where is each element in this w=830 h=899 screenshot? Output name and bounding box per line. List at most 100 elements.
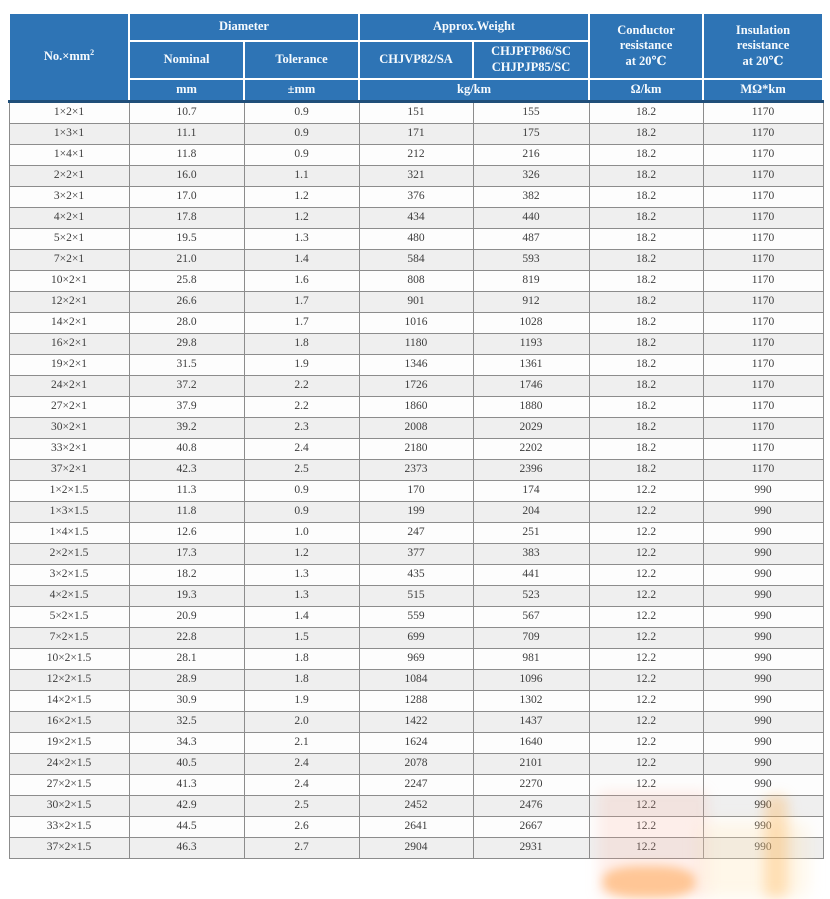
- table-cell: 1288: [358, 690, 474, 712]
- table-cell: 912: [472, 291, 590, 313]
- table-cell: 5×2×1.5: [8, 606, 130, 628]
- table-row: 5×2×1 19.5 1.3 480 487 18.2 1170: [8, 228, 824, 250]
- table-cell: 1170: [702, 249, 824, 271]
- table-cell: 12.2: [588, 480, 704, 502]
- table-cell: 40.5: [128, 753, 245, 775]
- table-cell: 18.2: [588, 270, 704, 292]
- cable-spec-table: No.×mm2 Diameter Approx.Weight Conductor…: [8, 12, 825, 859]
- table-cell: 12.2: [588, 816, 704, 838]
- table-cell: 30×2×1: [8, 417, 130, 439]
- table-cell: 174: [472, 480, 590, 502]
- table-cell: 990: [702, 648, 824, 670]
- table-cell: 1437: [472, 711, 590, 733]
- watermark-orange-blob: [603, 866, 695, 898]
- table-cell: 37×2×1: [8, 459, 130, 481]
- header-row-subcolumns: Nominal Tolerance CHJVP82/SA CHJPFP86/SC…: [9, 40, 823, 80]
- table-cell: 155: [472, 101, 590, 124]
- table-cell: 1170: [702, 312, 824, 334]
- table-cell: 18.2: [588, 354, 704, 376]
- table-cell: 2667: [472, 816, 590, 838]
- table-cell: 212: [358, 144, 474, 166]
- table-cell: 26.6: [128, 291, 245, 313]
- table-cell: 171: [358, 123, 474, 145]
- table-cell: 1084: [358, 669, 474, 691]
- table-cell: 12.2: [588, 501, 704, 523]
- table-cell: 990: [702, 837, 824, 859]
- table-cell: 1422: [358, 711, 474, 733]
- table-cell: 435: [358, 564, 474, 586]
- table-cell: 990: [702, 732, 824, 754]
- header-type-chjpjp85-line2: CHJPJP85/SC: [491, 60, 571, 74]
- header-diameter: Diameter: [127, 12, 361, 42]
- table-row: 27×2×1.5 41.3 2.4 2247 2270 12.2 990: [8, 774, 824, 796]
- table-cell: 2270: [472, 774, 590, 796]
- table-cell: 1860: [358, 396, 474, 418]
- table-cell: 12.2: [588, 774, 704, 796]
- header-row-groups: No.×mm2 Diameter Approx.Weight Conductor…: [8, 12, 825, 103]
- table-cell: 46.3: [128, 837, 245, 859]
- unit-mm: mm: [128, 78, 245, 103]
- table-cell: 1.3: [243, 228, 360, 250]
- table-cell: 12.2: [588, 669, 704, 691]
- table-cell: 151: [358, 101, 474, 124]
- table-cell: 2373: [358, 459, 474, 481]
- table-cell: 1×2×1: [8, 101, 130, 124]
- table-cell: 18.2: [588, 144, 704, 166]
- table-cell: 14×2×1: [8, 312, 130, 334]
- table-cell: 28.0: [128, 312, 245, 334]
- table-cell: 559: [358, 606, 474, 628]
- table-row: 1×2×1 10.7 0.9 151 155 18.2 1170: [8, 101, 824, 124]
- table-cell: 487: [472, 228, 590, 250]
- table-cell: 19×2×1: [8, 354, 130, 376]
- table-row: 5×2×1.5 20.9 1.4 559 567 12.2 990: [8, 606, 824, 628]
- table-cell: 1361: [472, 354, 590, 376]
- table-cell: 24×2×1: [8, 375, 130, 397]
- table-cell: 33×2×1: [8, 438, 130, 460]
- table-cell: 1170: [702, 333, 824, 355]
- table-cell: 1170: [702, 165, 824, 187]
- table-cell: 12.2: [588, 522, 704, 544]
- table-cell: 0.9: [243, 144, 360, 166]
- table-cell: 1×2×1.5: [8, 480, 130, 502]
- table-cell: 19×2×1.5: [8, 732, 130, 754]
- table-cell: 990: [702, 690, 824, 712]
- table-cell: 1.0: [243, 522, 360, 544]
- table-row: 1×2×1.5 11.3 0.9 170 174 12.2 990: [8, 480, 824, 502]
- table-cell: 990: [702, 795, 824, 817]
- table-cell: 2.5: [243, 795, 360, 817]
- table-cell: 10.7: [128, 101, 245, 124]
- header-type-chjvp82: CHJVP82/SA: [358, 40, 475, 80]
- header-tolerance: Tolerance: [242, 40, 361, 80]
- table-cell: 990: [702, 606, 824, 628]
- table-cell: 24×2×1.5: [8, 753, 130, 775]
- table-cell: 990: [702, 480, 824, 502]
- table-cell: 1180: [358, 333, 474, 355]
- table-cell: 1016: [358, 312, 474, 334]
- table-cell: 30.9: [128, 690, 245, 712]
- table-cell: 199: [358, 501, 474, 523]
- table-row: 19×2×1 31.5 1.9 1346 1361 18.2 1170: [8, 354, 824, 376]
- table-cell: 1302: [472, 690, 590, 712]
- table-cell: 584: [358, 249, 474, 271]
- unit-plus-minus-mm: ±mm: [242, 78, 361, 103]
- table-row: 2×2×1 16.0 1.1 321 326 18.2 1170: [8, 165, 824, 187]
- table-row: 12×2×1.5 28.9 1.8 1084 1096 12.2 990: [8, 669, 824, 691]
- table-cell: 990: [702, 627, 824, 649]
- table-cell: 377: [358, 543, 474, 565]
- table-cell: 0.9: [243, 101, 360, 124]
- table-cell: 1.6: [243, 270, 360, 292]
- table-cell: 12.2: [588, 543, 704, 565]
- table-cell: 990: [702, 774, 824, 796]
- header-no-mm2-sup: 2: [90, 48, 95, 58]
- table-cell: 567: [472, 606, 590, 628]
- table-cell: 11.1: [128, 123, 245, 145]
- table-cell: 990: [702, 669, 824, 691]
- table-cell: 2.7: [243, 837, 360, 859]
- table-cell: 2931: [472, 837, 590, 859]
- table-cell: 2.1: [243, 732, 360, 754]
- table-cell: 2.3: [243, 417, 360, 439]
- header-nominal: Nominal: [128, 40, 245, 80]
- table-cell: 170: [358, 480, 474, 502]
- table-cell: 383: [472, 543, 590, 565]
